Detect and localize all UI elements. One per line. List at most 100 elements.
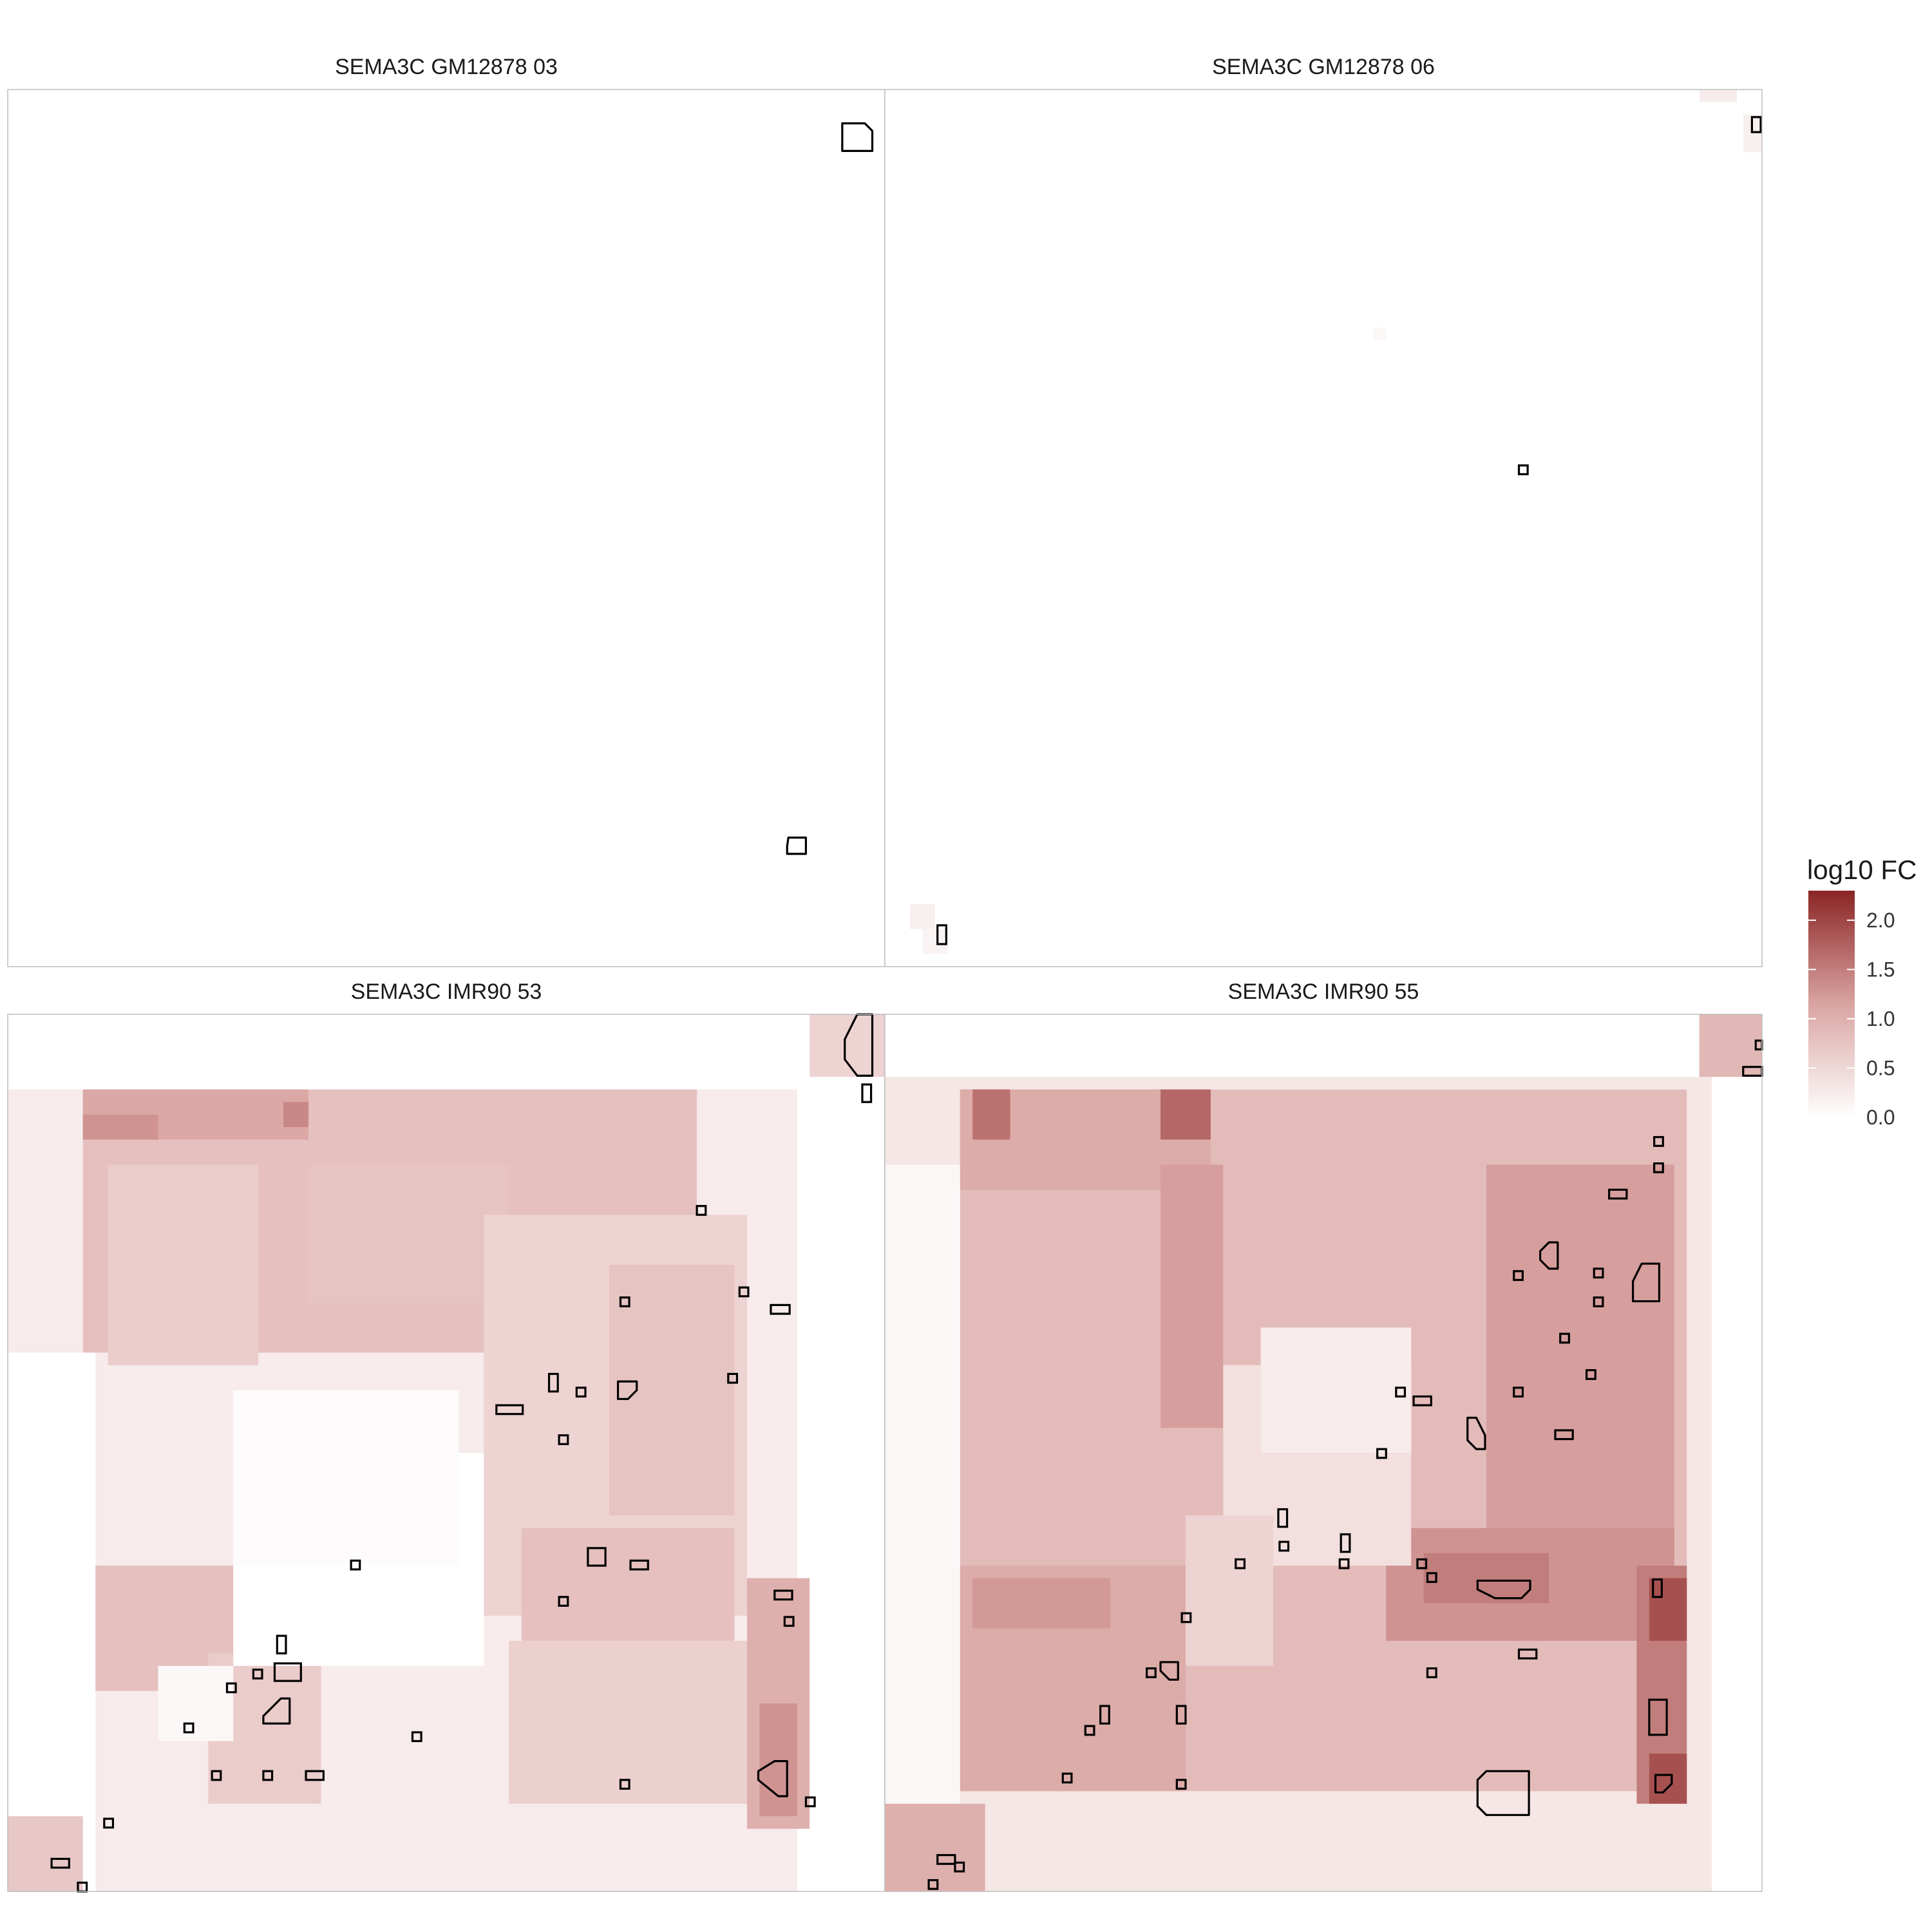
heatmap-region-4-17 — [1185, 1515, 1274, 1666]
legend-tick-label: 0.0 — [1866, 1106, 1895, 1129]
panel-3: SEMA3C IMR90 53 — [7, 980, 886, 1893]
significant-outline-3-15 — [629, 1559, 649, 1571]
significant-outline-3-9 — [575, 1387, 587, 1398]
panel-4: SEMA3C IMR90 55 — [884, 980, 1763, 1892]
panel-title-3: SEMA3C IMR90 53 — [351, 980, 542, 1004]
heatmap-region-3-5 — [283, 1102, 308, 1128]
heatmap-region-3-21 — [810, 1014, 885, 1077]
heatmap-region-3-17 — [233, 1390, 459, 1566]
heatmap-region-2-4 — [922, 929, 948, 954]
significant-outline-4-43 — [927, 1879, 939, 1890]
significant-outline-1-2 — [786, 836, 808, 855]
panel-2: SEMA3C GM12878 06 — [884, 55, 1763, 967]
significant-outline-2-2 — [1750, 116, 1762, 133]
heatmap-region-3-13 — [759, 1703, 797, 1817]
significant-outline-4-3 — [1653, 1136, 1664, 1147]
heatmap-region-3-20 — [8, 1816, 83, 1891]
heatmap-region-4-6 — [1160, 1164, 1224, 1428]
significant-outline-3-24 — [183, 1722, 194, 1734]
significant-outline-4-13 — [1395, 1387, 1406, 1398]
heatmap-region-4-7 — [1486, 1164, 1674, 1578]
legend-tick-label: 1.0 — [1866, 1007, 1895, 1030]
significant-outline-1-1 — [841, 122, 874, 152]
significant-outline-4-33 — [1175, 1705, 1187, 1725]
heatmap-region-3-9 — [609, 1265, 735, 1516]
significant-outline-4-42 — [954, 1861, 965, 1873]
significant-outline-3-22 — [225, 1682, 237, 1694]
significant-outline-3-26 — [211, 1770, 222, 1781]
heatmap-region-2-5 — [1373, 327, 1387, 341]
significant-outline-4-35 — [1084, 1725, 1095, 1736]
heatmap-region-4-14 — [972, 1578, 1111, 1629]
heatmap-region-4-16 — [1260, 1327, 1412, 1453]
significant-outline-4-19 — [1277, 1508, 1289, 1528]
heatmap-region-3-6 — [108, 1164, 259, 1365]
significant-outline-3-16 — [558, 1596, 569, 1607]
significant-outline-3-23 — [262, 1697, 291, 1725]
legend-tick-label: 1.5 — [1866, 958, 1895, 981]
significant-outline-3-10 — [616, 1380, 638, 1400]
significant-outline-3-17 — [773, 1589, 793, 1601]
significant-outline-4-7 — [1513, 1270, 1524, 1282]
significant-outline-4-18 — [1376, 1448, 1387, 1459]
significant-outline-4-28 — [1180, 1612, 1192, 1624]
significant-outline-3-3 — [696, 1205, 707, 1216]
significant-outline-4-23 — [1338, 1558, 1350, 1569]
significant-outline-4-5 — [1608, 1188, 1628, 1200]
significant-outline-3-4 — [738, 1286, 750, 1298]
significant-outline-3-13 — [350, 1559, 361, 1571]
significant-outline-4-11 — [1559, 1332, 1570, 1344]
significant-outline-2-1 — [1517, 464, 1529, 475]
panel-border — [884, 89, 1763, 967]
heatmap-region-4-18 — [885, 1164, 960, 1817]
panel-title-1: SEMA3C GM12878 03 — [335, 55, 558, 79]
significant-outline-4-12 — [1586, 1368, 1596, 1380]
heatmap-region-2-1 — [1699, 90, 1738, 102]
heatmap-region-2-3 — [909, 904, 935, 929]
heatmap-region-4-19 — [885, 1803, 985, 1891]
panel-1: SEMA3C GM12878 03 — [7, 55, 886, 967]
significant-outline-4-22 — [1235, 1558, 1246, 1569]
color-legend: log10 FC 0.0 0.5 1.0 1.5 2.0 — [1807, 855, 1917, 1129]
significant-outline-3-21 — [252, 1669, 263, 1680]
significant-outline-4-20 — [1278, 1540, 1290, 1552]
significant-outline-3-25 — [411, 1731, 422, 1743]
significant-outline-4-14 — [1412, 1395, 1432, 1406]
heatmap-region-3-18 — [158, 1665, 234, 1741]
legend-tick-label: 2.0 — [1866, 909, 1895, 932]
significant-outline-4-38 — [1175, 1779, 1187, 1790]
significant-outline-3-31 — [804, 1796, 816, 1808]
heatmap-region-3-11 — [509, 1640, 747, 1804]
significant-outline-3-8 — [547, 1372, 559, 1393]
panel-title-2: SEMA3C GM12878 06 — [1212, 55, 1435, 79]
heatmap-region-3-22 — [810, 1077, 885, 1891]
heatmap-region-4-9 — [1423, 1553, 1549, 1604]
significant-outline-4-41 — [936, 1853, 956, 1865]
heatmap-region-3-19 — [8, 1352, 96, 1891]
plot-area-3 — [7, 1013, 886, 1893]
significant-outline-4-10 — [1593, 1296, 1604, 1307]
significant-outline-4-32 — [1426, 1667, 1437, 1678]
panel-border — [884, 1014, 1763, 1892]
plot-background — [885, 90, 1762, 967]
significant-outline-4-30 — [1159, 1661, 1179, 1681]
significant-outline-3-12 — [558, 1434, 569, 1445]
heatmap-region-3-10 — [521, 1528, 735, 1641]
significant-outline-4-34 — [1099, 1705, 1110, 1725]
heatmap-region-4-11 — [1649, 1578, 1687, 1641]
significant-outline-3-32 — [103, 1817, 115, 1829]
legend-ticks: 0.0 0.5 1.0 1.5 2.0 — [1808, 909, 1895, 1129]
heatmap-region-3-7 — [308, 1164, 509, 1303]
legend-colorbar — [1808, 891, 1855, 1117]
significant-outline-4-21 — [1340, 1533, 1351, 1553]
significant-outline-4-31 — [1146, 1667, 1157, 1678]
legend-tick-label: 0.5 — [1866, 1056, 1895, 1079]
heatmap-region-4-5 — [1160, 1089, 1211, 1140]
significant-outline-4-37 — [1061, 1772, 1073, 1784]
significant-outline-4-36 — [1648, 1698, 1668, 1736]
significant-outline-4-16 — [1466, 1416, 1486, 1450]
significant-outline-4-40 — [1654, 1774, 1673, 1794]
significant-outline-3-19 — [276, 1634, 287, 1654]
significant-outline-3-28 — [305, 1770, 325, 1781]
